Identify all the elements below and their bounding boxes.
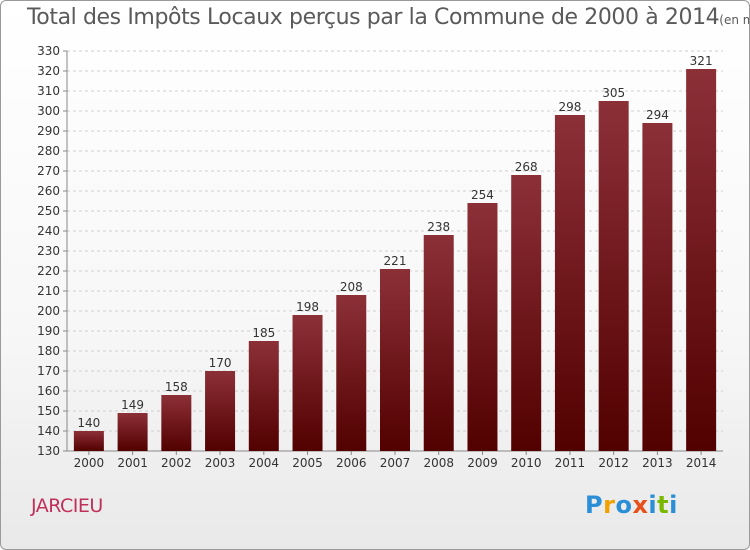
x-tick-label: 2005 — [292, 456, 323, 470]
data-label: 185 — [252, 326, 275, 340]
logo-letter: i — [648, 491, 658, 519]
y-tick-label: 200 — [37, 304, 60, 318]
bar — [380, 269, 410, 451]
y-tick-label: 270 — [37, 164, 60, 178]
chart-title-block: Total des Impôts Locaux perçus par la Co… — [27, 5, 749, 30]
logo-letter: i — [669, 491, 678, 519]
logo-letter: r — [603, 491, 616, 519]
bar — [161, 395, 192, 451]
data-label: 238 — [427, 220, 450, 234]
bar — [467, 203, 498, 451]
data-label: 305 — [602, 86, 625, 100]
logo-letter: x — [632, 491, 649, 519]
proxiti-logo: Proxiti — [585, 491, 678, 519]
x-tick-label: 2011 — [555, 456, 586, 470]
x-tick-label: 2006 — [336, 456, 367, 470]
y-tick-label: 230 — [37, 244, 60, 258]
data-label: 268 — [515, 160, 538, 174]
x-tick-label: 2009 — [467, 456, 498, 470]
x-tick-label: 2001 — [117, 456, 148, 470]
x-tick-label: 2014 — [686, 456, 717, 470]
data-label: 208 — [340, 280, 363, 294]
y-tick-label: 150 — [37, 404, 60, 418]
bar — [598, 101, 629, 451]
data-label: 221 — [384, 254, 407, 268]
y-tick-label: 240 — [37, 224, 60, 238]
logo-letter: o — [615, 491, 633, 519]
data-label: 298 — [558, 100, 581, 114]
bar — [336, 295, 367, 451]
data-label: 294 — [646, 108, 669, 122]
bar — [117, 413, 148, 451]
unit-note: (en milliers d'€) — [719, 13, 749, 27]
y-tick-label: 250 — [37, 204, 60, 218]
y-tick-label: 330 — [37, 44, 60, 58]
y-tick-label: 130 — [37, 444, 60, 458]
y-tick-label: 140 — [37, 424, 60, 438]
y-tick-label: 320 — [37, 64, 60, 78]
data-label: 321 — [690, 54, 713, 68]
bar — [73, 431, 104, 451]
y-tick-label: 260 — [37, 184, 60, 198]
y-tick-label: 280 — [37, 144, 60, 158]
y-tick-label: 310 — [37, 84, 60, 98]
bar — [686, 69, 717, 451]
x-tick-label: 2007 — [380, 456, 411, 470]
chart-title: Total des Impôts Locaux perçus par la Co… — [27, 5, 720, 30]
data-label: 140 — [77, 416, 100, 430]
data-label: 254 — [471, 188, 494, 202]
x-tick-label: 2008 — [423, 456, 454, 470]
x-tick-label: 2012 — [598, 456, 629, 470]
bar — [423, 235, 454, 451]
bar — [205, 371, 236, 451]
bar — [292, 315, 323, 451]
commune-name: JARCIEU — [31, 495, 103, 517]
logo-letter: P — [585, 491, 604, 519]
y-tick-label: 210 — [37, 284, 60, 298]
x-tick-label: 2010 — [511, 456, 542, 470]
bar — [248, 341, 279, 451]
logo-letter: t — [657, 491, 670, 519]
y-tick-label: 170 — [37, 364, 60, 378]
y-tick-label: 220 — [37, 264, 60, 278]
y-tick-label: 290 — [37, 124, 60, 138]
data-label: 158 — [165, 380, 188, 394]
x-tick-label: 2000 — [74, 456, 105, 470]
x-tick-label: 2013 — [642, 456, 673, 470]
y-tick-label: 190 — [37, 324, 60, 338]
data-label: 170 — [209, 356, 232, 370]
data-label: 198 — [296, 300, 319, 314]
bar — [642, 123, 673, 451]
data-label: 149 — [121, 398, 144, 412]
x-tick-label: 2002 — [161, 456, 192, 470]
x-tick-label: 2003 — [205, 456, 236, 470]
y-tick-label: 180 — [37, 344, 60, 358]
bar — [554, 115, 585, 451]
y-tick-label: 160 — [37, 384, 60, 398]
x-tick-label: 2004 — [249, 456, 280, 470]
bar — [511, 175, 542, 451]
y-tick-label: 300 — [37, 104, 60, 118]
